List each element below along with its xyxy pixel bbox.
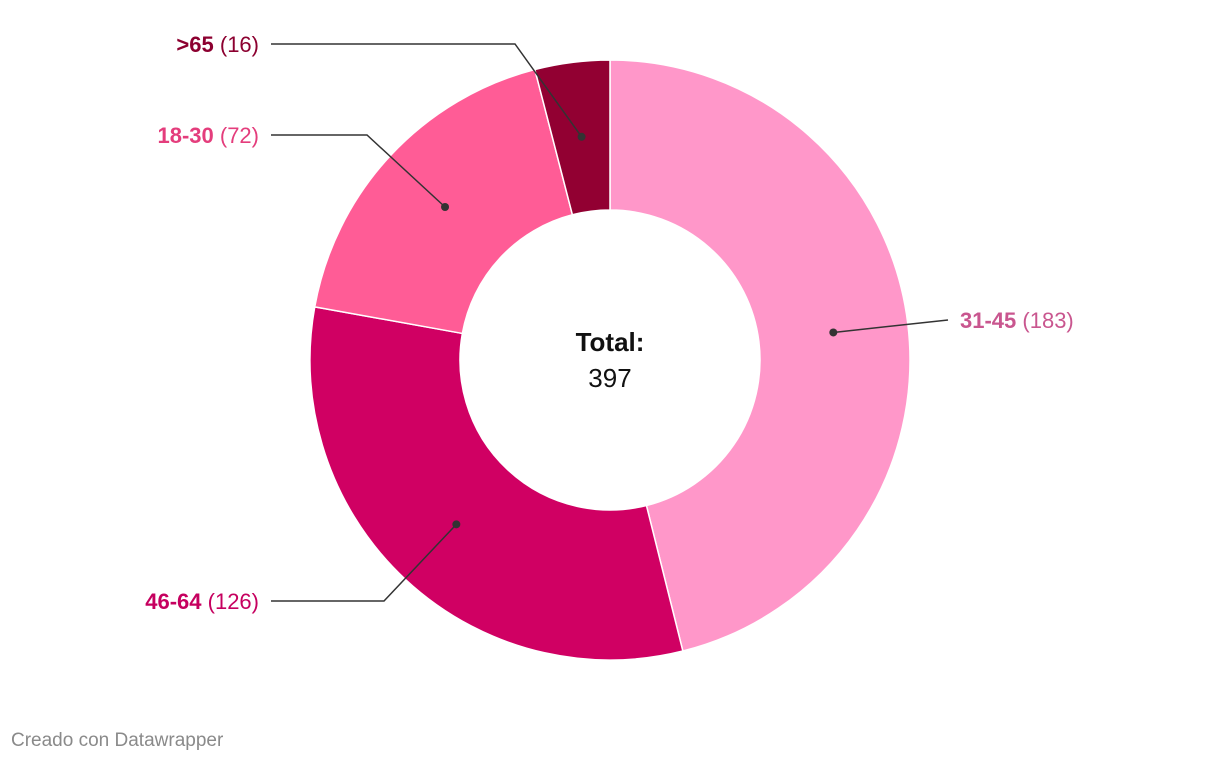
slice-label-category: 31-45 <box>960 308 1016 333</box>
slice-label-value: (16) <box>214 32 259 57</box>
slice-label-category: 18-30 <box>157 123 213 148</box>
slice-label-18-30: 18-30 (72) <box>157 123 259 148</box>
center-total-title: Total: <box>576 327 645 357</box>
slice-label-category: >65 <box>176 32 213 57</box>
datawrapper-credit: Creado con Datawrapper <box>11 730 224 751</box>
slice-label-value: (72) <box>214 123 259 148</box>
leader-lines <box>271 43 949 602</box>
slice-46-64 <box>309 305 684 661</box>
leader-dot-18-30 <box>441 202 450 211</box>
slice-label-over-65: >65 (16) <box>176 32 259 57</box>
donut-slices <box>309 59 911 661</box>
slice-31-45 <box>609 59 911 652</box>
leader-line-18-30 <box>271 134 446 208</box>
slice-label-31-45: 31-45 (183) <box>960 308 1074 333</box>
slice-label-46-64: 46-64 (126) <box>145 589 259 614</box>
leader-line-46-64 <box>271 523 457 602</box>
slice-label-value: (183) <box>1016 308 1073 333</box>
leader-dot-46-64 <box>452 520 461 529</box>
center-total-value: 397 <box>588 363 631 393</box>
slice-label-category: 46-64 <box>145 589 202 614</box>
slice-labels: 31-45 (183) 46-64 (126) 18-30 (72) >65 (16) <box>145 32 1074 614</box>
leader-line-over-65 <box>271 43 583 138</box>
leader-dot-over-65 <box>577 132 586 141</box>
leader-line-31-45 <box>833 319 949 334</box>
slice-18-30 <box>313 68 574 335</box>
leader-dot-31-45 <box>829 328 838 337</box>
slice-label-value: (126) <box>202 589 259 614</box>
